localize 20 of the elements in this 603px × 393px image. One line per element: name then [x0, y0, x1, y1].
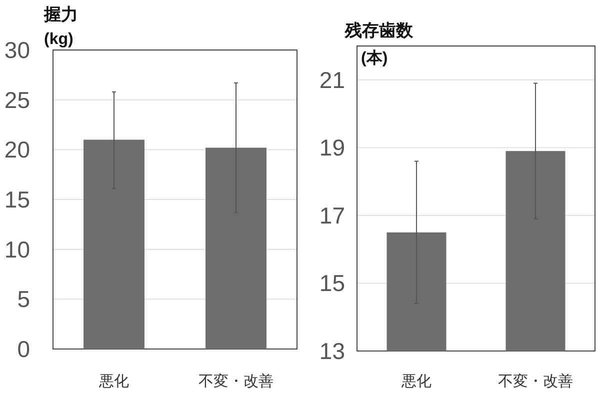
y-tick-label: 17: [319, 202, 345, 228]
x-tick-label: 悪化: [400, 373, 432, 390]
y-tick-label: 15: [4, 186, 30, 212]
chart-title: 残存歯数: [344, 21, 414, 40]
x-tick-label: 不変・改善: [498, 373, 573, 390]
x-tick-label: 悪化: [98, 373, 129, 390]
y-axis-title: (kg): [44, 31, 74, 48]
y-tick-label: 21: [319, 66, 345, 93]
y-tick-label: 25: [4, 86, 30, 113]
y-tick-label: 13: [319, 338, 345, 364]
y-tick-label: 0: [17, 336, 30, 362]
y-axis-title: (本): [361, 49, 388, 67]
y-tick-label: 30: [4, 37, 30, 63]
x-tick-label: 不変・改善: [198, 373, 274, 390]
y-tick-label: 5: [17, 286, 30, 312]
y-tick-label: 10: [4, 236, 30, 262]
chart-title: 握力: [43, 5, 78, 24]
y-tick-label: 19: [319, 134, 345, 161]
y-tick-label: 20: [4, 136, 30, 163]
y-tick-label: 15: [319, 270, 345, 296]
